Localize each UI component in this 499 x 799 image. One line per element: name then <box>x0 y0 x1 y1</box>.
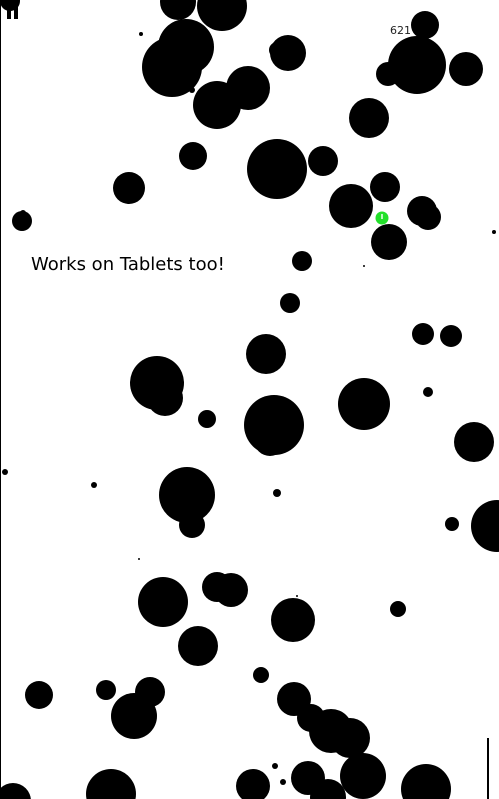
obstacle-circle <box>310 779 346 799</box>
pause-icon <box>7 7 11 19</box>
obstacle-circle <box>454 422 494 462</box>
obstacle-circle <box>401 764 451 799</box>
obstacle-circle <box>254 424 286 456</box>
obstacle-circle <box>340 753 386 799</box>
obstacle-circle <box>253 667 269 683</box>
obstacle-circle <box>280 293 300 313</box>
obstacle-circle <box>329 184 373 228</box>
obstacle-circle <box>159 467 215 523</box>
obstacle-circle <box>179 142 207 170</box>
obstacle-circle <box>292 251 312 271</box>
obstacle-circle <box>440 325 462 347</box>
obstacle-circle <box>20 210 26 216</box>
obstacle-circle <box>113 172 145 204</box>
obstacle-circle <box>214 573 248 607</box>
obstacle-circle <box>86 769 136 799</box>
obstacle-circle <box>139 32 143 36</box>
obstacle-circle <box>269 42 285 58</box>
obstacle-circle <box>111 693 157 739</box>
obstacle-circle <box>271 598 315 642</box>
obstacle-circle <box>363 265 365 267</box>
obstacle-circle <box>25 681 53 709</box>
obstacle-circle <box>296 595 298 597</box>
tagline-text: Works on Tablets too! <box>31 254 225 275</box>
obstacle-circle <box>415 204 441 230</box>
obstacle-circle <box>2 469 8 475</box>
obstacle-circle <box>96 680 116 700</box>
obstacle-circle <box>338 378 390 430</box>
obstacle-circle <box>445 517 459 531</box>
obstacle-circle <box>178 626 218 666</box>
left-wall <box>0 0 1 799</box>
obstacle-circle <box>349 98 389 138</box>
obstacle-circle <box>371 224 407 260</box>
obstacle-circle <box>0 783 31 799</box>
obstacle-circle <box>280 779 286 785</box>
obstacle-circle <box>12 211 32 231</box>
obstacle-circle <box>388 36 446 94</box>
obstacle-circle <box>147 380 183 416</box>
player-ball[interactable] <box>375 211 389 225</box>
obstacle-circle <box>91 482 97 488</box>
pause-icon-bar <box>14 7 18 19</box>
obstacle-circle <box>197 0 247 31</box>
obstacle-circle <box>308 146 338 176</box>
obstacle-circle <box>160 0 196 20</box>
obstacle-circle <box>449 52 483 86</box>
obstacle-circle <box>272 763 278 769</box>
obstacle-circle <box>246 334 286 374</box>
obstacle-circle <box>193 81 241 129</box>
obstacle-circle <box>236 769 270 799</box>
obstacle-circle <box>471 500 499 552</box>
obstacle-circle <box>390 601 406 617</box>
obstacle-circle <box>138 577 188 627</box>
obstacle-circle <box>189 87 195 93</box>
obstacle-circle <box>412 323 434 345</box>
obstacle-circle <box>273 489 281 497</box>
pause-button[interactable] <box>7 7 18 19</box>
obstacle-circle <box>330 718 370 758</box>
obstacle-circle <box>138 558 140 560</box>
obstacle-circle <box>411 11 439 39</box>
obstacle-circle <box>142 37 202 97</box>
obstacle-circle <box>370 172 400 202</box>
obstacle-circle <box>198 410 216 428</box>
obstacle-circle <box>492 230 496 234</box>
progress-bar <box>487 738 489 799</box>
obstacle-circle <box>179 512 205 538</box>
obstacle-circle <box>247 139 307 199</box>
obstacle-circle <box>423 387 433 397</box>
obstacle-circle <box>376 62 400 86</box>
score-counter: 621 <box>390 24 411 37</box>
